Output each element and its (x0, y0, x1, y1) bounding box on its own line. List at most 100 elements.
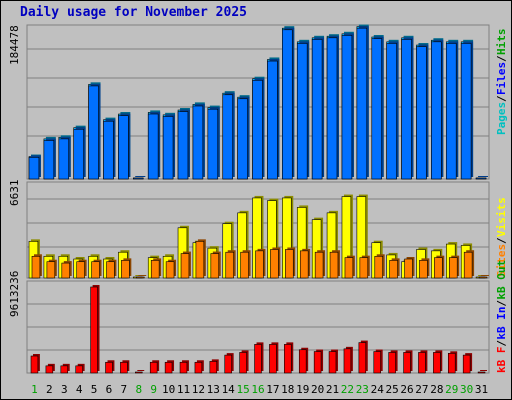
bar-kb-f-day-31 (477, 371, 486, 374)
bar-sites-day-3 (61, 262, 71, 279)
top-legend-files: Files (495, 62, 508, 95)
bar-sites-day-20 (314, 251, 324, 279)
bar-files-day-8 (133, 177, 144, 180)
day-label-24: 24 (371, 383, 385, 396)
day-label-30: 30 (460, 383, 473, 396)
day-label-27: 27 (415, 383, 428, 396)
bar-kb-f-day-27 (418, 352, 426, 374)
bar-sites-day-4 (76, 261, 85, 279)
bar-sites-day-6 (106, 261, 115, 279)
bar-sites-day-29 (448, 257, 458, 279)
day-label-21: 21 (326, 383, 339, 396)
top-legend-separator: / (495, 55, 508, 62)
bar-sites-day-31 (478, 276, 488, 279)
bar-files-day-21 (326, 37, 338, 180)
day-label-5: 5 (91, 383, 98, 396)
bar-kb-f-day-23 (358, 342, 367, 374)
bar-sites-day-21 (329, 251, 339, 279)
day-label-2: 2 (46, 383, 53, 396)
day-label-17: 17 (266, 383, 279, 396)
day-label-28: 28 (430, 383, 443, 396)
bar-sites-day-22 (344, 257, 354, 279)
bar-sites-day-13 (210, 253, 220, 279)
bar-kb-f-day-14 (224, 354, 232, 374)
bar-kb-f-day-11 (179, 361, 188, 374)
day-label-25: 25 (386, 383, 399, 396)
day-label-10: 10 (162, 383, 175, 396)
bar-kb-f-day-15 (239, 352, 247, 374)
panel-2-ymax-label: 6631 (8, 180, 21, 207)
bar-kb-f-day-25 (388, 352, 396, 374)
bottom-legend-kb-f: kB F (495, 347, 508, 374)
bar-files-day-19 (296, 43, 308, 180)
bar-kb-f-day-22 (343, 348, 352, 374)
day-label-13: 13 (207, 383, 220, 396)
bar-kb-f-day-19 (298, 349, 307, 374)
day-label-7: 7 (121, 383, 128, 396)
bar-kb-f-day-8 (135, 371, 143, 374)
bar-files-day-3 (58, 138, 70, 180)
bar-files-day-11 (177, 111, 189, 180)
bar-kb-f-day-6 (105, 361, 113, 374)
bar-sites-day-27 (419, 260, 428, 279)
bar-sites-day-28 (434, 257, 443, 279)
bar-files-day-27 (416, 46, 427, 180)
day-label-9: 9 (150, 383, 157, 396)
bar-sites-day-12 (195, 241, 205, 279)
bar-files-day-23 (356, 27, 368, 180)
bar-sites-day-11 (180, 253, 190, 279)
day-label-14: 14 (222, 383, 236, 396)
top-legend-pages: Pages (495, 102, 508, 135)
bar-files-day-5 (88, 85, 99, 180)
day-label-11: 11 (177, 383, 190, 396)
bar-sites-day-7 (121, 260, 130, 279)
bar-sites-day-19 (299, 250, 309, 279)
panel-3-ymax-label: 9613236 (8, 271, 21, 317)
bar-files-day-17 (267, 60, 278, 180)
chart-title: Daily usage for November 2025 (20, 5, 247, 20)
bar-files-day-22 (341, 35, 353, 180)
bar-files-day-31 (475, 177, 487, 180)
bar-files-day-14 (222, 94, 233, 180)
bar-sites-day-25 (389, 260, 398, 279)
bottom-legend-separator: / (495, 300, 508, 307)
bar-sites-day-15 (240, 251, 249, 279)
day-label-4: 4 (76, 383, 83, 396)
bar-kb-f-day-9 (149, 361, 158, 374)
bar-files-day-16 (252, 80, 263, 180)
bar-files-day-30 (460, 43, 472, 180)
day-label-23: 23 (356, 383, 369, 396)
bar-shadow (478, 176, 488, 177)
day-label-8: 8 (135, 383, 142, 396)
bar-sites-day-10 (165, 261, 175, 279)
bar-sites-day-1 (31, 255, 41, 279)
day-label-6: 6 (106, 383, 113, 396)
bar-sites-day-30 (463, 251, 473, 279)
day-label-18: 18 (281, 383, 294, 396)
bar-sites-day-26 (404, 258, 413, 279)
bar-kb-f-day-10 (164, 361, 173, 374)
bar-kb-f-day-13 (209, 361, 218, 374)
bar-files-day-10 (162, 116, 174, 180)
bar-shadow (481, 275, 489, 276)
bar-sites-day-24 (374, 255, 383, 279)
bar-files-day-28 (431, 41, 442, 180)
bar-files-day-4 (73, 128, 84, 180)
top-legend-hits: Hits (495, 29, 508, 56)
bar-files-day-1 (28, 157, 40, 180)
day-label-12: 12 (192, 383, 205, 396)
bar-sites-day-5 (91, 261, 100, 279)
bar-kb-f-day-2 (45, 365, 54, 374)
middle-legend-separator: / (495, 237, 508, 244)
bar-kb-f-day-18 (284, 344, 292, 374)
day-label-29: 29 (445, 383, 458, 396)
bar-kb-f-day-17 (269, 344, 277, 374)
bar-sites-day-14 (225, 251, 234, 279)
bar-shadow (135, 176, 146, 177)
bar-kb-f-day-30 (462, 354, 471, 374)
bar-sites-day-23 (359, 257, 369, 279)
day-label-20: 20 (311, 383, 324, 396)
bar-shadow (480, 370, 487, 371)
bar-kb-f-day-5 (90, 286, 98, 374)
